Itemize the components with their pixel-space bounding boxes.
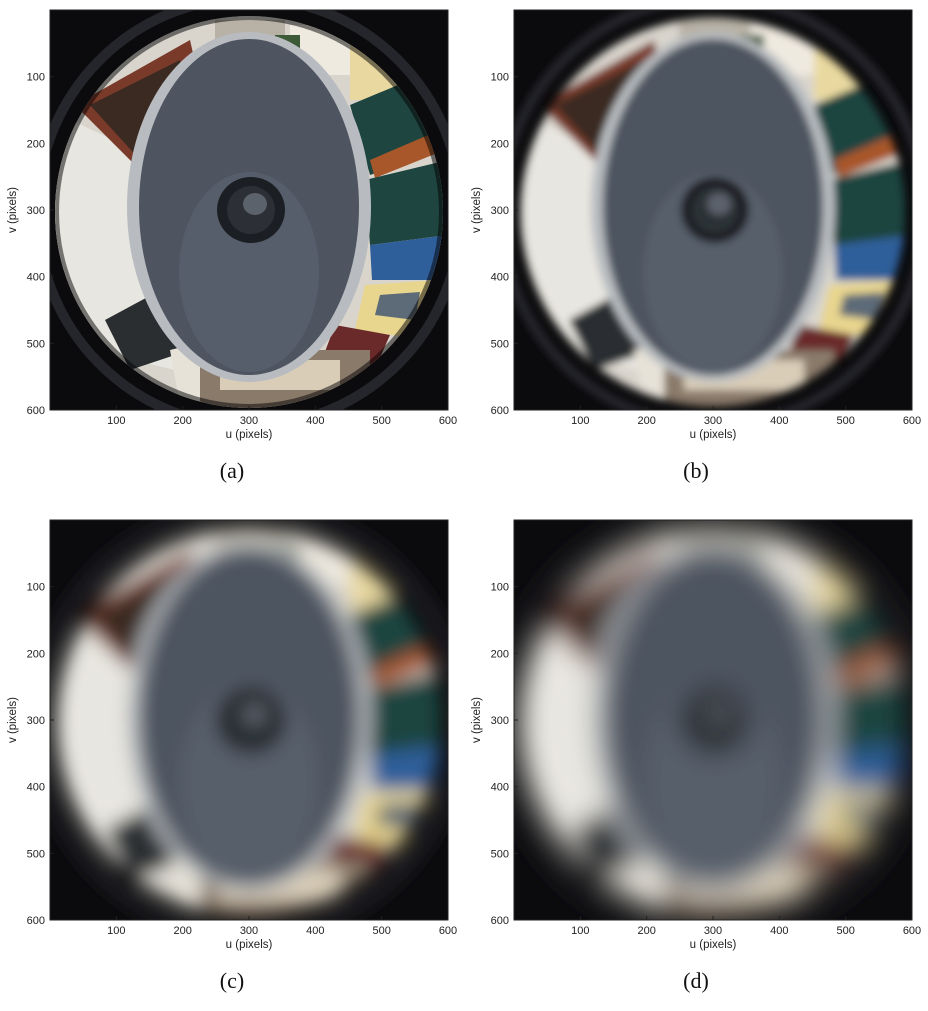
x-tick-label: 200 bbox=[173, 415, 191, 427]
x-axis-label: u (pixels) bbox=[226, 429, 273, 441]
x-tick-label: 600 bbox=[903, 415, 921, 427]
y-tick-label: 200 bbox=[491, 648, 509, 660]
x-tick-label: 500 bbox=[836, 925, 854, 937]
fisheye-image bbox=[50, 520, 448, 920]
y-tick-label: 300 bbox=[491, 205, 509, 217]
y-tick-label: 100 bbox=[491, 72, 509, 84]
y-tick-label: 500 bbox=[27, 338, 45, 350]
y-tick-label: 200 bbox=[27, 138, 45, 150]
y-tick-label: 200 bbox=[491, 138, 509, 150]
x-tick-label: 400 bbox=[770, 925, 788, 937]
panel-b: 100 200 300 400 500 600 100 200 300 400 500 600 u (p… bbox=[464, 0, 928, 501]
x-tick-label: 200 bbox=[173, 925, 191, 937]
x-tick-label: 400 bbox=[770, 415, 788, 427]
panel-caption: (c) bbox=[219, 968, 245, 993]
fisheye-image bbox=[50, 10, 448, 410]
y-tick-label: 600 bbox=[491, 405, 509, 417]
y-tick-label: 500 bbox=[491, 848, 509, 860]
y-tick-label: 200 bbox=[27, 648, 45, 660]
y-tick-label: 600 bbox=[491, 915, 509, 927]
y-tick-label: 400 bbox=[27, 782, 45, 794]
panel-caption: (d) bbox=[683, 968, 709, 993]
panel-caption: (a) bbox=[219, 458, 245, 483]
x-tick-label: 200 bbox=[637, 415, 655, 427]
x-tick-label: 300 bbox=[240, 415, 258, 427]
x-tick-label: 200 bbox=[637, 925, 655, 937]
y-tick-label: 100 bbox=[491, 582, 509, 594]
panel-caption: (b) bbox=[683, 458, 709, 483]
x-tick-label: 600 bbox=[439, 415, 457, 427]
fisheye-image bbox=[514, 520, 912, 920]
x-tick-label: 100 bbox=[107, 925, 125, 937]
x-tick-label: 100 bbox=[107, 415, 125, 427]
fisheye-plot: 100 200 300 400 500 600 100 200 300 400 500 600 u (p… bbox=[471, 519, 921, 951]
x-axis-label: u (pixels) bbox=[690, 429, 737, 441]
x-tick-label: 100 bbox=[571, 415, 589, 427]
y-tick-label: 400 bbox=[27, 272, 45, 284]
x-tick-label: 400 bbox=[306, 925, 324, 937]
y-tick-label: 400 bbox=[491, 782, 509, 794]
x-tick-label: 600 bbox=[903, 925, 921, 937]
x-tick-label: 500 bbox=[372, 415, 390, 427]
x-tick-label: 300 bbox=[704, 925, 722, 937]
x-tick-label: 300 bbox=[704, 415, 722, 427]
y-tick-label: 300 bbox=[491, 715, 509, 727]
x-tick-label: 400 bbox=[306, 415, 324, 427]
fisheye-plot: 100 200 300 400 500 600 100 200 300 400 500 600 u (p… bbox=[471, 9, 921, 441]
y-axis-label: v (pixels) bbox=[471, 187, 483, 233]
x-tick-label: 100 bbox=[571, 925, 589, 937]
x-tick-label: 600 bbox=[439, 925, 457, 937]
y-tick-label: 500 bbox=[27, 848, 45, 860]
fisheye-plot: 100 200 300 400 500 600 100 200 300 400 500 600 u (p… bbox=[7, 9, 457, 441]
y-tick-label: 100 bbox=[27, 72, 45, 84]
y-axis-label: v (pixels) bbox=[7, 187, 19, 233]
y-tick-label: 600 bbox=[27, 915, 45, 927]
y-tick-label: 500 bbox=[491, 338, 509, 350]
fisheye-plot: 100 200 300 400 500 600 100 200 300 400 500 600 u (p… bbox=[7, 519, 457, 951]
x-axis-label: u (pixels) bbox=[690, 939, 737, 951]
x-tick-label: 300 bbox=[240, 925, 258, 937]
fisheye-image bbox=[514, 10, 912, 410]
panel-d: 100 200 300 400 500 600 100 200 300 400 500 600 u (p… bbox=[464, 510, 928, 1011]
x-axis-label: u (pixels) bbox=[226, 939, 273, 951]
x-tick-label: 500 bbox=[836, 415, 854, 427]
y-tick-label: 300 bbox=[27, 205, 45, 217]
y-tick-label: 600 bbox=[27, 405, 45, 417]
y-axis-label: v (pixels) bbox=[471, 697, 483, 743]
panel-a: 100 200 300 400 500 600 100 200 300 400 500 600 u (p… bbox=[0, 0, 464, 501]
panel-c: 100 200 300 400 500 600 100 200 300 400 500 600 u (p… bbox=[0, 510, 464, 1011]
x-tick-label: 500 bbox=[372, 925, 390, 937]
y-tick-label: 100 bbox=[27, 582, 45, 594]
y-axis-label: v (pixels) bbox=[7, 697, 19, 743]
y-tick-label: 300 bbox=[27, 715, 45, 727]
y-tick-label: 400 bbox=[491, 272, 509, 284]
